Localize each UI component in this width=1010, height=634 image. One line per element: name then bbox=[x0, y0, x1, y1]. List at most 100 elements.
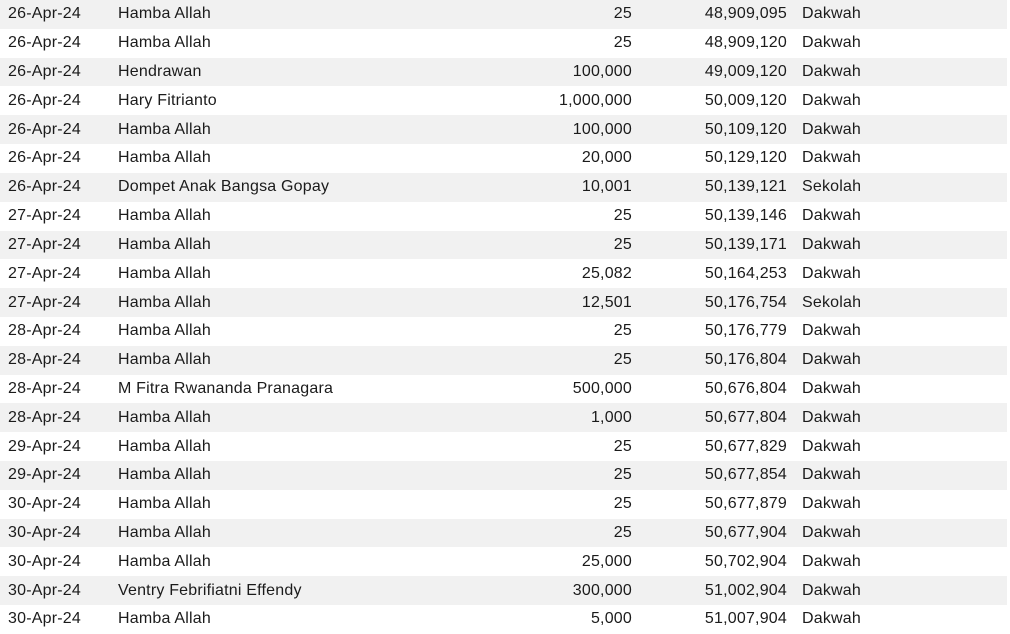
cell-running-balance[interactable]: 50,139,121 bbox=[704, 178, 787, 196]
cell-donor-name[interactable]: M Fitra Rwananda Pranagara bbox=[118, 379, 334, 397]
cell-category[interactable]: Dakwah bbox=[802, 207, 862, 225]
cell-date[interactable]: 26-Apr-24 bbox=[8, 5, 81, 23]
cell-amount[interactable]: 20,000 bbox=[581, 149, 632, 167]
cell-date[interactable]: 28-Apr-24 bbox=[8, 408, 81, 426]
cell-donor-name[interactable]: Hamba Allah bbox=[118, 207, 211, 225]
table-row[interactable]: 27-Apr-24 Hamba Allah 25 50,139,171 Dakw… bbox=[0, 230, 1007, 260]
cell-donor-name[interactable]: Hamba Allah bbox=[118, 437, 211, 455]
cell-category[interactable]: Dakwah bbox=[802, 581, 862, 599]
table-row[interactable]: 29-Apr-24 Hamba Allah 25 50,677,854 Dakw… bbox=[0, 461, 1007, 490]
cell-donor-name[interactable]: Hamba Allah bbox=[118, 149, 211, 167]
cell-date[interactable]: 28-Apr-24 bbox=[8, 379, 81, 397]
cell-running-balance[interactable]: 51,002,904 bbox=[704, 581, 787, 599]
cell-date[interactable]: 26-Apr-24 bbox=[8, 34, 81, 52]
cell-category[interactable]: Dakwah bbox=[802, 322, 862, 340]
cell-category[interactable]: Dakwah bbox=[802, 610, 862, 628]
cell-running-balance[interactable]: 48,909,120 bbox=[704, 34, 787, 52]
cell-date[interactable]: 30-Apr-24 bbox=[8, 495, 81, 513]
cell-amount[interactable]: 100,000 bbox=[572, 63, 632, 81]
cell-date[interactable]: 30-Apr-24 bbox=[8, 552, 81, 570]
table-row[interactable]: 27-Apr-24 Hamba Allah 25 50,139,146 Dakw… bbox=[0, 202, 1007, 231]
cell-donor-name[interactable]: Hendrawan bbox=[118, 63, 202, 81]
table-row[interactable]: 29-Apr-24 Hamba Allah 25 50,677,829 Dakw… bbox=[0, 432, 1007, 461]
cell-category[interactable]: Dakwah bbox=[802, 552, 862, 570]
cell-amount[interactable]: 300,000 bbox=[572, 581, 632, 599]
table-row[interactable]: 27-Apr-24 Hamba Allah 25,082 50,164,253 … bbox=[0, 259, 1007, 288]
cell-running-balance[interactable]: 50,677,879 bbox=[704, 495, 787, 513]
cell-amount[interactable]: 25 bbox=[613, 466, 632, 484]
cell-category[interactable]: Dakwah bbox=[802, 379, 862, 397]
cell-category[interactable]: Sekolah bbox=[802, 293, 862, 311]
cell-category[interactable]: Dakwah bbox=[802, 351, 862, 369]
cell-donor-name[interactable]: Hary Fitrianto bbox=[118, 91, 217, 109]
cell-date[interactable]: 26-Apr-24 bbox=[8, 63, 81, 81]
cell-donor-name[interactable]: Hamba Allah bbox=[118, 120, 211, 138]
table-row[interactable]: 30-Apr-24 Hamba Allah 25,000 50,702,904 … bbox=[0, 547, 1007, 576]
table-row[interactable]: 26-Apr-24 Hary Fitrianto 1,000,000 50,00… bbox=[0, 86, 1007, 115]
cell-date[interactable]: 28-Apr-24 bbox=[8, 351, 81, 369]
cell-donor-name[interactable]: Hamba Allah bbox=[118, 264, 211, 282]
cell-running-balance[interactable]: 50,009,120 bbox=[704, 91, 787, 109]
cell-date[interactable]: 30-Apr-24 bbox=[8, 581, 81, 599]
cell-category[interactable]: Dakwah bbox=[802, 408, 862, 426]
cell-category[interactable]: Dakwah bbox=[802, 5, 862, 23]
cell-running-balance[interactable]: 50,677,804 bbox=[704, 408, 787, 426]
cell-amount[interactable]: 25 bbox=[613, 322, 632, 340]
cell-amount[interactable]: 12,501 bbox=[581, 293, 632, 311]
table-row[interactable]: 26-Apr-24 Hamba Allah 100,000 50,109,120… bbox=[0, 115, 1007, 145]
cell-running-balance[interactable]: 50,164,253 bbox=[704, 264, 787, 282]
cell-amount[interactable]: 1,000 bbox=[590, 408, 632, 426]
cell-running-balance[interactable]: 50,702,904 bbox=[704, 552, 787, 570]
cell-running-balance[interactable]: 50,176,754 bbox=[704, 293, 787, 311]
cell-donor-name[interactable]: Hamba Allah bbox=[118, 408, 211, 426]
cell-amount[interactable]: 5,000 bbox=[590, 610, 632, 628]
cell-donor-name[interactable]: Hamba Allah bbox=[118, 524, 211, 542]
table-row[interactable]: 26-Apr-24 Hendrawan 100,000 49,009,120 D… bbox=[0, 57, 1007, 87]
cell-amount[interactable]: 25,082 bbox=[581, 264, 632, 282]
cell-donor-name[interactable]: Hamba Allah bbox=[118, 5, 211, 23]
cell-donor-name[interactable]: Hamba Allah bbox=[118, 610, 211, 628]
cell-category[interactable]: Dakwah bbox=[802, 120, 862, 138]
table-row[interactable]: 26-Apr-24 Dompet Anak Bangsa Gopay 10,00… bbox=[0, 172, 1007, 202]
cell-donor-name[interactable]: Hamba Allah bbox=[118, 235, 211, 253]
cell-date[interactable]: 26-Apr-24 bbox=[8, 178, 81, 196]
cell-date[interactable]: 29-Apr-24 bbox=[8, 466, 81, 484]
cell-amount[interactable]: 25 bbox=[613, 437, 632, 455]
cell-running-balance[interactable]: 50,176,804 bbox=[704, 351, 787, 369]
cell-amount[interactable]: 25,000 bbox=[581, 552, 632, 570]
cell-date[interactable]: 30-Apr-24 bbox=[8, 524, 81, 542]
cell-category[interactable]: Dakwah bbox=[802, 235, 862, 253]
cell-category[interactable]: Dakwah bbox=[802, 466, 862, 484]
cell-category[interactable]: Dakwah bbox=[802, 149, 862, 167]
cell-amount[interactable]: 25 bbox=[613, 524, 632, 542]
cell-category[interactable]: Dakwah bbox=[802, 524, 862, 542]
cell-running-balance[interactable]: 50,677,854 bbox=[704, 466, 787, 484]
cell-running-balance[interactable]: 50,676,804 bbox=[704, 379, 787, 397]
cell-date[interactable]: 28-Apr-24 bbox=[8, 322, 81, 340]
cell-donor-name[interactable]: Ventry Febrifiatni Effendy bbox=[118, 581, 302, 599]
cell-running-balance[interactable]: 49,009,120 bbox=[704, 63, 787, 81]
table-row[interactable]: 27-Apr-24 Hamba Allah 12,501 50,176,754 … bbox=[0, 288, 1007, 317]
cell-amount[interactable]: 25 bbox=[613, 34, 632, 52]
cell-date[interactable]: 27-Apr-24 bbox=[8, 264, 81, 282]
cell-amount[interactable]: 25 bbox=[613, 351, 632, 369]
cell-category[interactable]: Dakwah bbox=[802, 437, 862, 455]
table-row[interactable]: 30-Apr-24 Hamba Allah 5,000 51,007,904 D… bbox=[0, 605, 1007, 634]
table-row[interactable]: 28-Apr-24 Hamba Allah 25 50,176,779 Dakw… bbox=[0, 317, 1007, 346]
table-row[interactable]: 28-Apr-24 M Fitra Rwananda Pranagara 500… bbox=[0, 375, 1007, 404]
cell-running-balance[interactable]: 48,909,095 bbox=[704, 5, 787, 23]
cell-donor-name[interactable]: Hamba Allah bbox=[118, 495, 211, 513]
cell-running-balance[interactable]: 50,176,779 bbox=[704, 322, 787, 340]
table-row[interactable]: 30-Apr-24 Ventry Febrifiatni Effendy 300… bbox=[0, 576, 1007, 606]
table-row[interactable]: 30-Apr-24 Hamba Allah 25 50,677,904 Dakw… bbox=[0, 518, 1007, 548]
cell-category[interactable]: Sekolah bbox=[802, 178, 862, 196]
cell-date[interactable]: 27-Apr-24 bbox=[8, 207, 81, 225]
table-row[interactable]: 26-Apr-24 Hamba Allah 25 48,909,095 Dakw… bbox=[0, 0, 1007, 29]
cell-amount[interactable]: 25 bbox=[613, 5, 632, 23]
cell-category[interactable]: Dakwah bbox=[802, 34, 862, 52]
cell-running-balance[interactable]: 50,139,171 bbox=[704, 235, 787, 253]
table-row[interactable]: 28-Apr-24 Hamba Allah 25 50,176,804 Dakw… bbox=[0, 345, 1007, 375]
cell-amount[interactable]: 500,000 bbox=[572, 379, 632, 397]
table-row[interactable]: 28-Apr-24 Hamba Allah 1,000 50,677,804 D… bbox=[0, 403, 1007, 433]
cell-donor-name[interactable]: Hamba Allah bbox=[118, 552, 211, 570]
